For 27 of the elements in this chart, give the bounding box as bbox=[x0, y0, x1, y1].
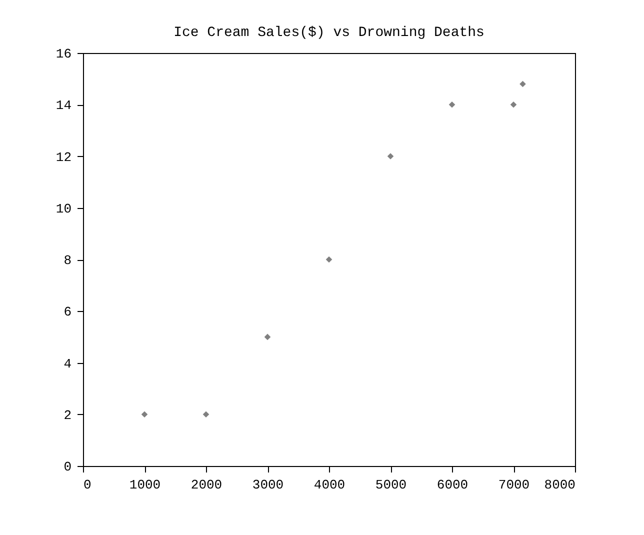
point bbox=[264, 334, 271, 340]
y-tick-label: 12 bbox=[56, 150, 72, 165]
point bbox=[520, 80, 526, 88]
y-tick-label: 14 bbox=[56, 98, 72, 114]
point bbox=[141, 411, 148, 418]
point bbox=[510, 101, 517, 108]
x-tick-label: 6000 bbox=[436, 478, 468, 492]
y-tick-label: 4 bbox=[64, 356, 72, 372]
y-tick-label: 8 bbox=[64, 253, 72, 268]
y-tick-label: 10 bbox=[56, 201, 72, 216]
point bbox=[448, 101, 456, 108]
y-tick-label: 2 bbox=[64, 408, 72, 423]
y-tick-label: 0 bbox=[64, 460, 72, 474]
x-tick-label: 0 bbox=[84, 478, 92, 492]
point bbox=[202, 411, 210, 418]
point bbox=[326, 256, 332, 263]
point bbox=[387, 153, 394, 160]
x-tick-label: 8000 bbox=[544, 478, 576, 492]
chart-title: Ice Cream Sales($) vs Drowning Deaths bbox=[174, 25, 484, 41]
x-tick-label: 5000 bbox=[375, 478, 407, 492]
x-tick-label: 2000 bbox=[190, 478, 222, 492]
y-tick-label: 16 bbox=[56, 46, 72, 62]
y-tick-label: 6 bbox=[64, 304, 72, 320]
x-tick-label: 4000 bbox=[314, 478, 346, 492]
x-tick-label: 1000 bbox=[129, 478, 161, 492]
x-tick-label: 3000 bbox=[252, 478, 284, 492]
x-tick-label: 7000 bbox=[498, 478, 530, 492]
